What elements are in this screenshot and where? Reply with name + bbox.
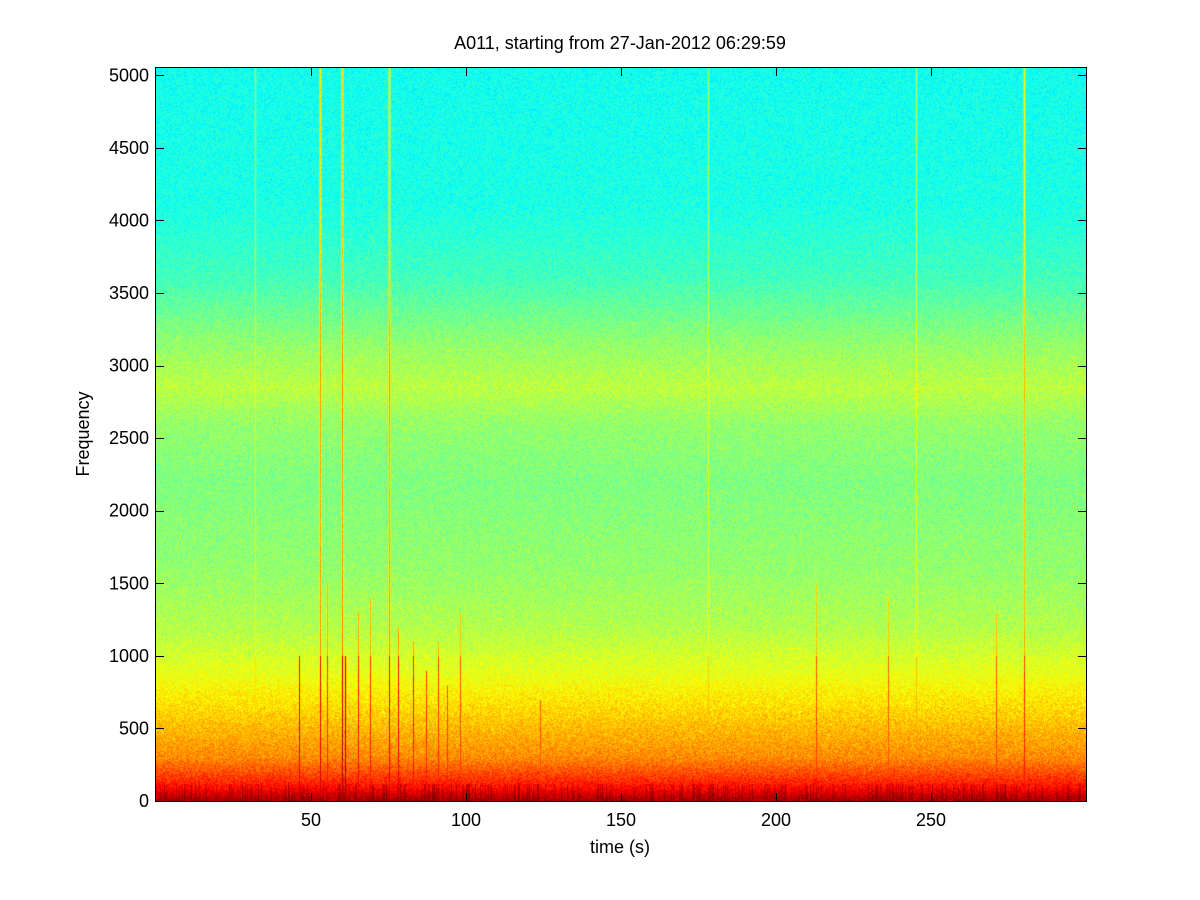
spectrogram-heatmap — [156, 68, 1086, 801]
y-tick-label: 4000 — [109, 210, 149, 230]
chart-title: A011, starting from 27-Jan-2012 06:29:59 — [454, 33, 786, 53]
x-axis-title: time (s) — [590, 837, 650, 857]
x-tick-label: 150 — [606, 810, 636, 830]
y-tick-label: 2500 — [109, 428, 149, 448]
y-tick-label: 5000 — [109, 65, 149, 85]
y-tick-label: 2000 — [109, 501, 149, 521]
y-tick-label: 1500 — [109, 573, 149, 593]
y-tick-label: 500 — [119, 718, 149, 738]
plot-frame — [155, 67, 1087, 802]
y-tick-label: 0 — [139, 791, 149, 811]
x-tick-label: 250 — [916, 810, 946, 830]
x-tick-label: 200 — [761, 810, 791, 830]
y-axis-title: Frequency — [73, 391, 93, 476]
x-axis: 50 100 150 200 250 — [301, 68, 946, 830]
y-axis: 0 500 1000 1500 2000 2500 3000 3500 4000 4500 5000 — [109, 65, 1086, 811]
y-tick-label: 3000 — [109, 356, 149, 376]
x-tick-label: 50 — [301, 810, 321, 830]
y-tick-label: 3500 — [109, 283, 149, 303]
y-tick-label: 4500 — [109, 138, 149, 158]
y-tick-label: 1000 — [109, 646, 149, 666]
x-tick-label: 100 — [451, 810, 481, 830]
